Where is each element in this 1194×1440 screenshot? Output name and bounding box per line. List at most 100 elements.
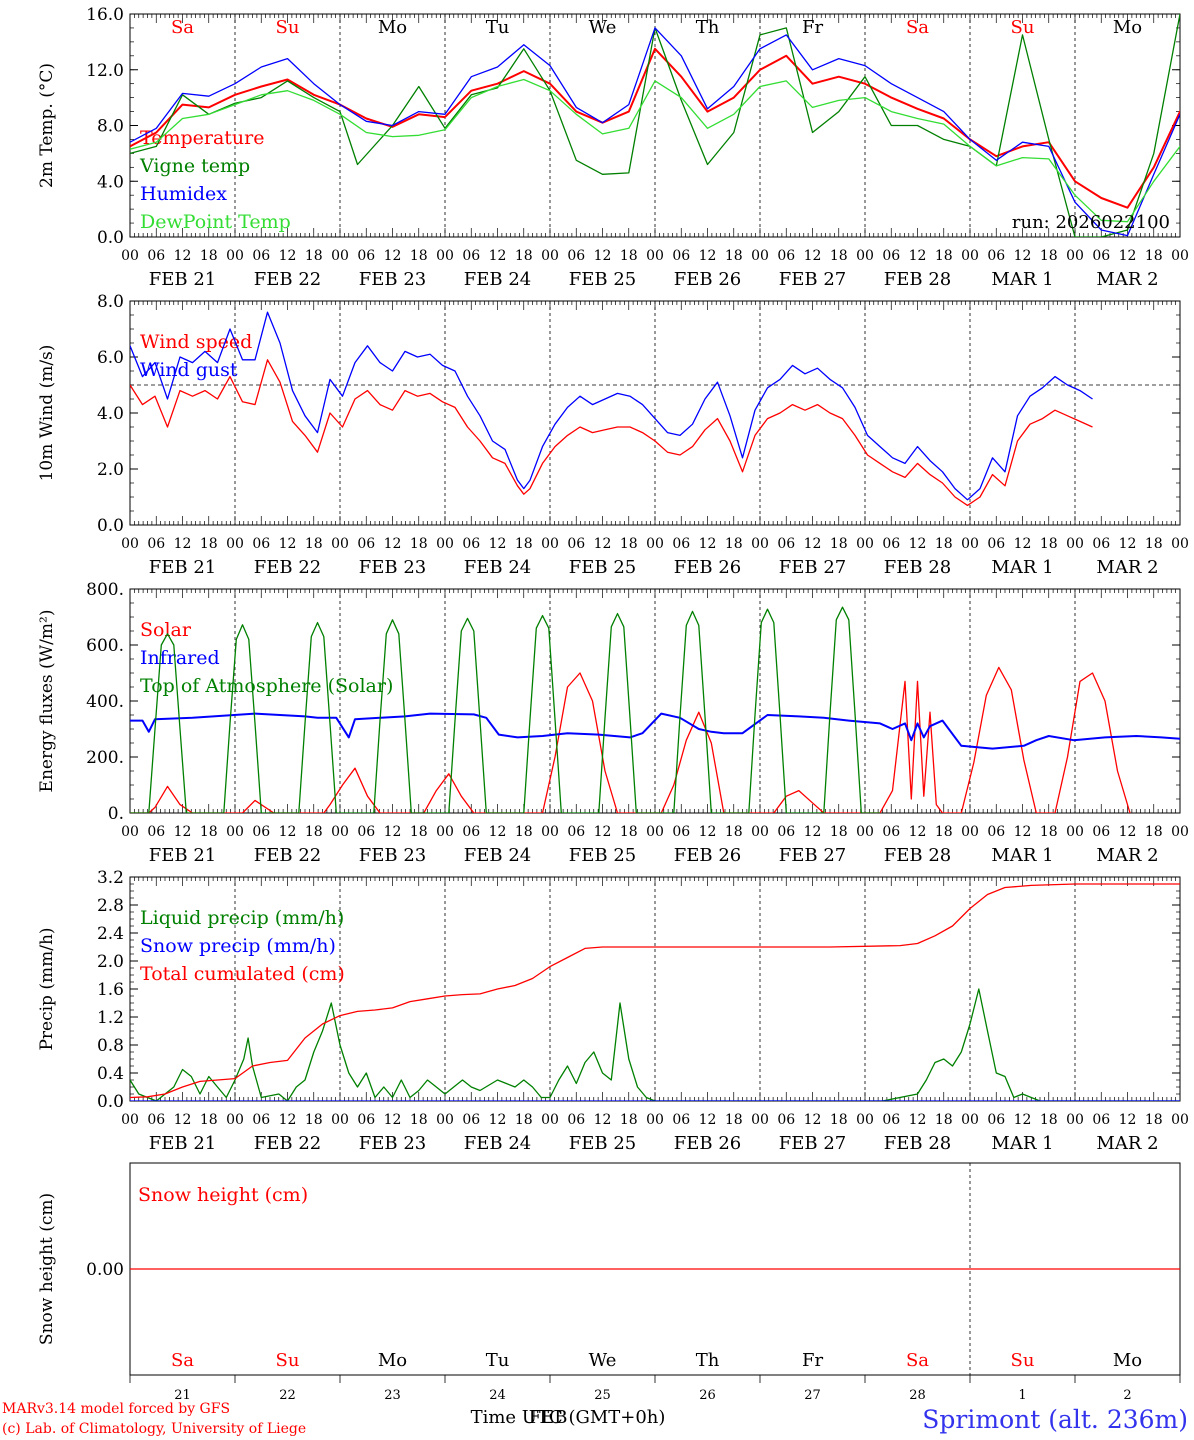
panel-wind: 0.0 2.0 4.0 6.0 8.0 10m Wind (m/s) 00 06 12 18 FEB… xyxy=(37,292,1189,578)
hour-tick-label: 12 xyxy=(279,248,297,264)
date-label: FEB 21 xyxy=(149,845,216,866)
hour-tick-label: 06 xyxy=(462,248,480,264)
legend-entry: Temperature xyxy=(140,127,264,149)
panel-temperature: 0.0 4.0 8.0 12.0 16.0 2m Temp. (°C) 00 06 12 18 FE… xyxy=(37,5,1189,290)
hour-tick-label: 06 xyxy=(462,824,480,840)
date-label: FEB 24 xyxy=(464,845,531,866)
hour-tick-label: 18 xyxy=(200,536,218,552)
hour-tick-label: 18 xyxy=(1040,824,1058,840)
series-line-total-cumulated-cm- xyxy=(130,883,1180,1099)
hour-tick-label: 18 xyxy=(725,248,743,264)
y-tick-label: 800. xyxy=(86,580,124,600)
hour-tick-label: 00 xyxy=(856,248,874,264)
hour-tick-label: 12 xyxy=(384,248,402,264)
legend-entry: Top of Atmosphere (Solar) xyxy=(140,675,393,697)
hour-tick-label: 06 xyxy=(882,824,900,840)
hour-tick-label: 06 xyxy=(777,1112,795,1128)
hour-tick-label: 00 xyxy=(1171,1112,1189,1128)
day-name-label: Th xyxy=(696,17,720,38)
hour-tick-label: 00 xyxy=(436,1112,454,1128)
date-label: MAR 2 xyxy=(1096,1133,1158,1154)
legend-entry: Solar xyxy=(140,619,192,641)
hour-tick-label: 00 xyxy=(121,248,139,264)
hour-tick-label: 00 xyxy=(961,248,979,264)
hour-tick-label: 12 xyxy=(699,824,717,840)
hour-tick-label: 00 xyxy=(1066,536,1084,552)
hour-tick-label: 00 xyxy=(856,824,874,840)
y-tick-label: 0. xyxy=(108,804,124,824)
hour-tick-label: 00 xyxy=(1066,248,1084,264)
legend-entry: Vigne temp xyxy=(139,155,250,177)
date-label: FEB 24 xyxy=(464,1133,531,1154)
hour-tick-label: 00 xyxy=(226,1112,244,1128)
plot-frame xyxy=(129,588,1181,814)
y-tick-label: 16.0 xyxy=(86,5,124,25)
hour-tick-label: 12 xyxy=(1014,1112,1032,1128)
hour-tick-label: 18 xyxy=(620,248,638,264)
hour-tick-label: 18 xyxy=(620,824,638,840)
date-label: FEB 28 xyxy=(884,269,951,290)
plot-frame xyxy=(129,13,1181,238)
hour-tick-label: 12 xyxy=(909,536,927,552)
date-label: FEB 27 xyxy=(779,269,846,290)
hour-tick-label: 00 xyxy=(961,824,979,840)
hour-tick-label: 18 xyxy=(305,824,323,840)
hour-tick-label: 18 xyxy=(410,824,428,840)
day-name-label: Su xyxy=(1011,17,1035,38)
hour-tick-label: 06 xyxy=(357,1112,375,1128)
date-label: FEB 26 xyxy=(674,269,741,290)
footer: MARv3.14 model forced by GFS (c) Lab. of … xyxy=(2,1401,1188,1437)
hour-tick-label: 00 xyxy=(646,536,664,552)
hour-tick-label: 06 xyxy=(357,248,375,264)
hour-tick-label: 12 xyxy=(489,1112,507,1128)
hour-tick-label: 18 xyxy=(1145,536,1163,552)
day-name-label: Mo xyxy=(1113,17,1142,38)
date-label: FEB 23 xyxy=(359,557,426,578)
day-name-label: Su xyxy=(276,1350,300,1371)
hour-tick-label: 00 xyxy=(1171,824,1189,840)
y-tick-label: 8.0 xyxy=(97,292,124,312)
legend-entry: Snow height (cm) xyxy=(138,1184,308,1206)
y-tick-label: 4.0 xyxy=(97,404,124,424)
legend-entry: Snow precip (mm/h) xyxy=(140,935,336,957)
y-axis-label: 2m Temp. (°C) xyxy=(37,63,57,188)
hour-tick-label: 06 xyxy=(672,248,690,264)
y-tick-label: 1.6 xyxy=(97,980,124,1000)
hour-tick-label: 06 xyxy=(567,536,585,552)
hour-tick-label: 00 xyxy=(436,248,454,264)
y-tick-label: 0.0 xyxy=(97,228,124,248)
series-line-vigne-temp xyxy=(130,14,1180,237)
time-axis-overlay: FEB xyxy=(529,1407,568,1428)
bottom-day-number: 24 xyxy=(489,1388,506,1403)
y-tick-label: 1.2 xyxy=(97,1008,124,1028)
hour-tick-label: 18 xyxy=(725,824,743,840)
day-name-label: Th xyxy=(696,1350,720,1371)
date-label: FEB 25 xyxy=(569,1133,636,1154)
hour-tick-label: 12 xyxy=(174,1112,192,1128)
series-line-wind-speed xyxy=(130,359,1093,507)
y-tick-label: 400. xyxy=(86,692,124,712)
hour-tick-label: 18 xyxy=(1040,536,1058,552)
hour-tick-label: 12 xyxy=(594,536,612,552)
date-label: FEB 25 xyxy=(569,557,636,578)
hour-tick-label: 00 xyxy=(226,248,244,264)
legend-entry: Humidex xyxy=(140,183,227,205)
hour-tick-label: 00 xyxy=(646,248,664,264)
hour-tick-label: 06 xyxy=(882,248,900,264)
y-tick-label: 0.8 xyxy=(97,1036,124,1056)
series-line-infrared xyxy=(130,712,1180,750)
hour-tick-label: 18 xyxy=(935,536,953,552)
hour-tick-label: 18 xyxy=(935,824,953,840)
hour-tick-label: 18 xyxy=(305,536,323,552)
hour-tick-label: 12 xyxy=(1014,824,1032,840)
y-tick-label: 4.0 xyxy=(97,172,124,192)
hour-tick-label: 06 xyxy=(987,1112,1005,1128)
hour-tick-label: 18 xyxy=(515,1112,533,1128)
hour-tick-label: 00 xyxy=(751,1112,769,1128)
date-label: FEB 22 xyxy=(254,1133,321,1154)
hour-tick-label: 06 xyxy=(567,1112,585,1128)
y-tick-label: 3.2 xyxy=(97,868,124,888)
hour-tick-label: 12 xyxy=(1119,824,1137,840)
date-label: FEB 24 xyxy=(464,269,531,290)
date-label: FEB 24 xyxy=(464,557,531,578)
